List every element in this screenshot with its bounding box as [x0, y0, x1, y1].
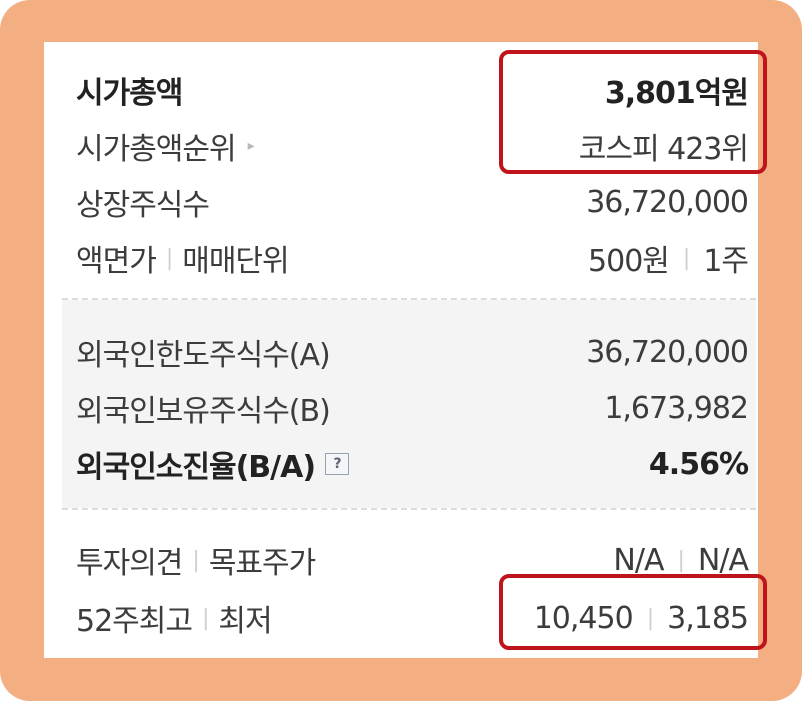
- opinion-label: 투자의견: [76, 546, 183, 581]
- highlight-box: [499, 50, 767, 174]
- week52-low-value: 3,185: [667, 600, 749, 636]
- foreign-ratio-row: 외국인소진율(B/A) ? 4.56%: [76, 442, 749, 486]
- week52-high-value: 10,450: [533, 600, 634, 636]
- help-icon[interactable]: ?: [325, 453, 350, 475]
- par-value-value: 500원: [588, 244, 670, 279]
- trading-unit-label: 매매단위: [182, 244, 289, 279]
- foreign-limit-row: 외국인한도주식수(A) 36,720,000: [76, 330, 749, 374]
- divider: [62, 508, 756, 510]
- foreign-limit-label: 외국인한도주식수(A): [76, 338, 331, 373]
- market-cap-value: 3,801억원: [604, 76, 749, 111]
- foreign-limit-value: 36,720,000: [586, 334, 749, 370]
- separator: |: [201, 605, 209, 631]
- listed-shares-value: 36,720,000: [586, 184, 749, 220]
- target-price-value: N/A: [697, 542, 749, 578]
- foreign-hold-row: 외국인보유주식수(B) 1,673,982: [76, 386, 749, 430]
- separator: |: [682, 245, 690, 271]
- separator: |: [165, 245, 173, 271]
- foreign-ratio-label: 외국인소진율(B/A): [76, 450, 316, 485]
- foreign-ratio-value: 4.56%: [648, 446, 749, 482]
- highlight-box: [499, 574, 767, 650]
- divider: [62, 298, 756, 300]
- market-cap-rank-value: 코스피 423위: [578, 132, 749, 167]
- market-cap-row: 시가총액 3,801억원: [76, 68, 749, 112]
- listed-shares-row: 상장주식수 36,720,000: [76, 180, 749, 224]
- listed-shares-label: 상장주식수: [76, 188, 210, 223]
- separator: |: [646, 605, 654, 631]
- week52-low-label: 최저: [218, 604, 272, 639]
- separator: |: [192, 547, 199, 573]
- foreign-hold-label: 외국인보유주식수(B): [76, 394, 331, 429]
- separator: |: [677, 547, 685, 573]
- market-cap-rank-link[interactable]: 시가총액순위 ▸: [76, 124, 255, 168]
- trading-unit-value: 1주: [703, 244, 749, 279]
- foreign-ownership-section: [62, 300, 756, 508]
- market-cap-rank-row[interactable]: 시가총액순위 ▸ 코스피 423위: [76, 124, 749, 168]
- foreign-hold-value: 1,673,982: [604, 390, 749, 426]
- target-price-label: 목표주가: [208, 546, 316, 581]
- market-cap-rank-label: 시가총액순위: [76, 132, 237, 167]
- par-value-row: 액면가 | 매매단위 500원 | 1주: [76, 236, 749, 280]
- par-value-label: 액면가: [76, 244, 157, 279]
- opinion-row: 투자의견 | 목표주가 N/A | N/A: [76, 538, 749, 582]
- opinion-value: N/A: [613, 542, 664, 578]
- market-cap-label: 시가총액: [76, 76, 183, 111]
- week52-high-label: 52주최고: [76, 604, 193, 639]
- week52-row: 52주최고 | 최저 10,450 | 3,185: [76, 596, 749, 640]
- arrow-right-icon: ▸: [247, 138, 255, 154]
